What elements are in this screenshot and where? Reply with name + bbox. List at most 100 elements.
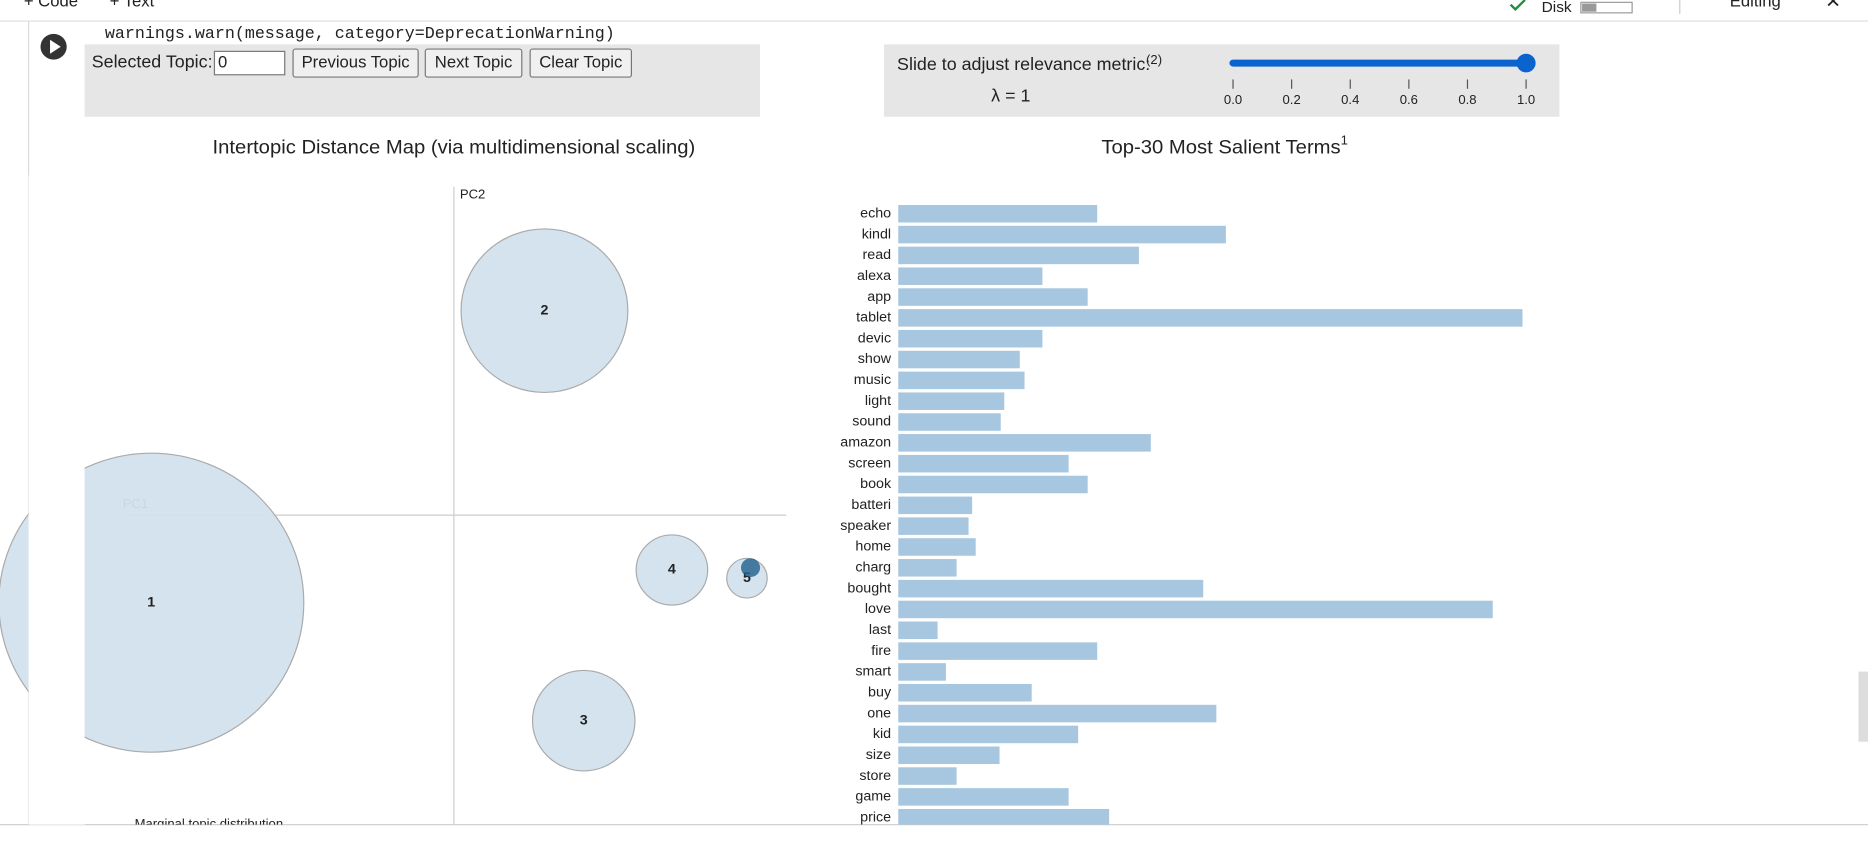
- selected-topic-label: Selected Topic:: [92, 52, 213, 72]
- term-label: devic: [858, 330, 891, 346]
- term-bar[interactable]: [898, 267, 1043, 285]
- run-icon: [50, 39, 61, 54]
- term-label: kindl: [862, 225, 891, 241]
- term-bar[interactable]: [898, 496, 973, 515]
- close-button[interactable]: ✕: [1825, 0, 1841, 11]
- topic-panel: [84, 44, 761, 117]
- slider-tick-label: 0.4: [1341, 92, 1359, 107]
- term-bar[interactable]: [898, 246, 1139, 265]
- term-bar[interactable]: [898, 329, 1043, 348]
- lambda-text: λ = 1: [991, 86, 1030, 106]
- topic-bubble[interactable]: [531, 669, 636, 772]
- connected-icon: [1509, 0, 1526, 11]
- selection-blob: [741, 558, 761, 578]
- term-label: last: [869, 621, 891, 637]
- term-bar[interactable]: [898, 204, 1098, 223]
- term-bar[interactable]: [898, 434, 1151, 452]
- term-label: music: [854, 371, 891, 387]
- topic-bubble[interactable]: [460, 228, 629, 394]
- term-label: read: [863, 246, 892, 262]
- term-label: tablet: [856, 309, 891, 325]
- charts: Intertopic Distance Map (via multidimens…: [0, 133, 1523, 827]
- term-bar[interactable]: [898, 808, 1110, 827]
- term-label: size: [866, 746, 892, 762]
- topic-input-value[interactable]: 0: [218, 54, 227, 72]
- term-bar[interactable]: [898, 788, 1069, 806]
- output-line: warnings.warn(message, category=Deprecat…: [105, 24, 615, 43]
- term-bar[interactable]: [898, 642, 1098, 660]
- title-note: 1: [1341, 133, 1348, 148]
- plot-mask: [28, 175, 85, 825]
- term-label: echo: [860, 205, 891, 221]
- topic-bubble[interactable]: [635, 534, 709, 606]
- add-text-button[interactable]: + Text: [110, 0, 155, 11]
- term-bar[interactable]: [898, 600, 1493, 619]
- term-bar[interactable]: [898, 413, 1001, 431]
- relevance-panel: [883, 44, 1560, 117]
- term-label: fire: [871, 642, 891, 658]
- topic-button-label[interactable]: Next Topic: [435, 54, 512, 72]
- topic-label: 2: [540, 302, 548, 318]
- term-bar[interactable]: [898, 767, 957, 785]
- term-label: speaker: [840, 517, 891, 533]
- term-label: show: [858, 350, 892, 366]
- slider-label: Slide to adjust relevance metric:: [897, 54, 1150, 74]
- term-bar[interactable]: [898, 517, 969, 535]
- term-label: sound: [852, 413, 891, 429]
- button-group: Previous Topic Next Topic Clear Topic: [292, 48, 632, 78]
- term-label: light: [865, 392, 891, 408]
- slider-thumb[interactable]: [1516, 53, 1536, 73]
- term-bar[interactable]: [898, 350, 1020, 369]
- term-bar[interactable]: [898, 725, 1079, 744]
- term-label: home: [855, 538, 891, 554]
- term-label: one: [867, 704, 891, 720]
- term-label: batteri: [851, 496, 891, 512]
- term-bar[interactable]: [898, 746, 1000, 765]
- term-bar[interactable]: [898, 621, 938, 640]
- term-bar[interactable]: [898, 704, 1217, 723]
- topic-button-label[interactable]: Previous Topic: [302, 54, 410, 72]
- term-bar[interactable]: [898, 288, 1088, 306]
- term-label: love: [865, 600, 891, 616]
- slider-tick-label: 0.8: [1458, 92, 1476, 107]
- term-label: price: [860, 809, 891, 825]
- toolbar: [0, 0, 1868, 22]
- topic-button[interactable]: [529, 48, 632, 78]
- term-bar[interactable]: [898, 538, 976, 556]
- term-bar[interactable]: [898, 392, 1005, 410]
- term-bar[interactable]: [898, 454, 1069, 473]
- slider-tick-label: 1.0: [1517, 92, 1535, 107]
- term-label: store: [859, 767, 891, 783]
- term-label: book: [860, 475, 892, 491]
- term-label: alexa: [857, 267, 891, 283]
- term-label: amazon: [840, 434, 891, 450]
- term-bar[interactable]: [898, 475, 1088, 494]
- term-label: screen: [848, 454, 891, 470]
- term-bar[interactable]: [898, 559, 957, 577]
- topic-button-label[interactable]: Clear Topic: [539, 54, 622, 72]
- term-bar[interactable]: [898, 663, 946, 681]
- scrollbar[interactable]: [1858, 671, 1868, 742]
- add-code-button[interactable]: + Code: [24, 0, 78, 11]
- slider-tick-label: 0.6: [1400, 92, 1418, 107]
- chart-title: Intertopic Distance Map (via multidimens…: [213, 137, 696, 159]
- topic-input[interactable]: [213, 50, 286, 76]
- topic-label: 5: [743, 569, 751, 585]
- disk-label: Disk: [1542, 0, 1572, 16]
- term-bar[interactable]: [898, 579, 1204, 598]
- topic-button[interactable]: [292, 48, 419, 78]
- title-text: Top-30 Most Salient Terms: [1101, 137, 1340, 159]
- slider[interactable]: 0.0 0.2 0.4 0.6 0.8 1.0: [1224, 53, 1536, 107]
- slider-label-note: (2): [1146, 52, 1162, 67]
- term-label: bought: [847, 579, 891, 595]
- term-label: buy: [868, 684, 892, 700]
- term-bar[interactable]: [898, 309, 1523, 327]
- topic-label: 4: [668, 561, 676, 577]
- term-bar[interactable]: [898, 225, 1226, 244]
- term-bar[interactable]: [898, 684, 1032, 702]
- topic-button[interactable]: [424, 48, 523, 78]
- term-bar[interactable]: [898, 371, 1025, 390]
- mode-label[interactable]: Editing: [1730, 0, 1781, 11]
